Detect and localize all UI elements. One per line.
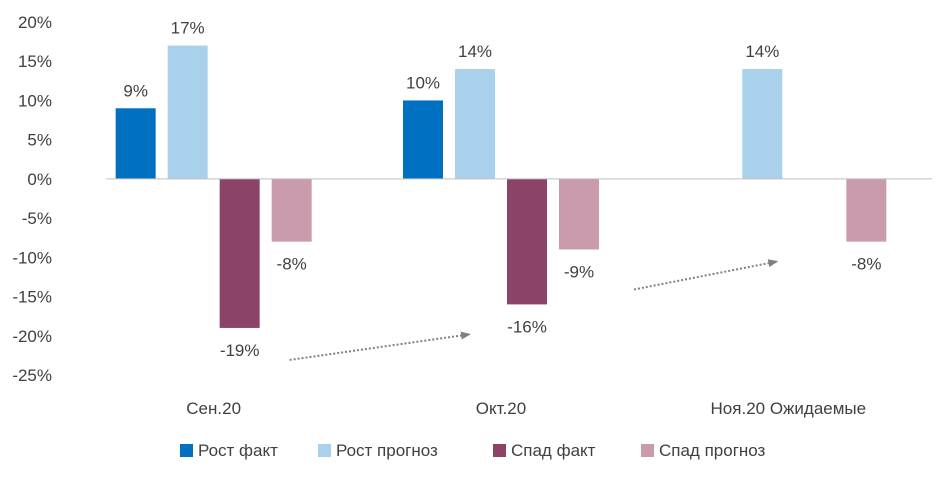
bar <box>167 45 208 179</box>
y-tick-label: -25% <box>12 366 52 385</box>
data-label: 10% <box>406 73 440 92</box>
y-tick-label: 0% <box>27 170 52 189</box>
bar <box>455 69 495 179</box>
trend-arrow <box>289 331 471 361</box>
category-label: Ноя.20 Ожидаемые <box>711 399 867 418</box>
category-label: Окт.20 <box>476 399 526 418</box>
data-label: 17% <box>171 19 205 38</box>
bars <box>115 45 887 328</box>
data-label: -16% <box>507 317 547 336</box>
legend-label: Спад факт <box>511 441 596 460</box>
category-label: Сен.20 <box>186 399 241 418</box>
y-tick-label: -5% <box>22 209 52 228</box>
legend-swatch <box>493 444 506 457</box>
y-tick-label: 20% <box>18 13 52 32</box>
data-label: -8% <box>851 255 881 274</box>
bar <box>403 100 443 179</box>
trend-arrow <box>633 259 779 291</box>
legend-label: Рост факт <box>198 441 278 460</box>
bar <box>507 178 547 305</box>
legend-label: Рост прогноз <box>336 441 438 460</box>
category-labels: Сен.20 Окт.20 Ноя.20 Ожидаемые <box>186 399 866 418</box>
legend-label: Спад прогноз <box>659 441 766 460</box>
y-tick-label: 5% <box>27 131 52 150</box>
legend: Рост факт Рост прогноз Спад факт Спад прогн… <box>180 441 766 460</box>
data-label: 9% <box>123 81 148 100</box>
y-tick-label: 10% <box>18 91 52 110</box>
legend-swatch <box>641 444 654 457</box>
bar <box>559 178 599 250</box>
data-label: -8% <box>277 255 307 274</box>
y-tick-label: -20% <box>12 327 52 346</box>
legend-swatch <box>180 444 193 457</box>
y-tick-label: -15% <box>12 288 52 307</box>
bar <box>115 108 156 179</box>
y-tick-label: -10% <box>12 248 52 267</box>
data-label: -19% <box>220 341 260 360</box>
y-tick-label: 15% <box>18 52 52 71</box>
data-labels: 9% 17% -19% -8% 10% 14% -16% -9% 14% -8% <box>123 19 881 360</box>
trend-arrows <box>289 259 779 361</box>
bar <box>846 178 887 242</box>
bar <box>271 178 312 242</box>
data-label: -9% <box>564 262 594 281</box>
legend-swatch <box>318 444 331 457</box>
bar <box>742 69 783 179</box>
bar <box>219 178 260 328</box>
data-label: 14% <box>458 42 492 61</box>
data-label: 14% <box>745 42 779 61</box>
y-axis-ticks: 20% 15% 10% 5% 0% -5% -10% -15% -20% -25% <box>12 13 52 385</box>
